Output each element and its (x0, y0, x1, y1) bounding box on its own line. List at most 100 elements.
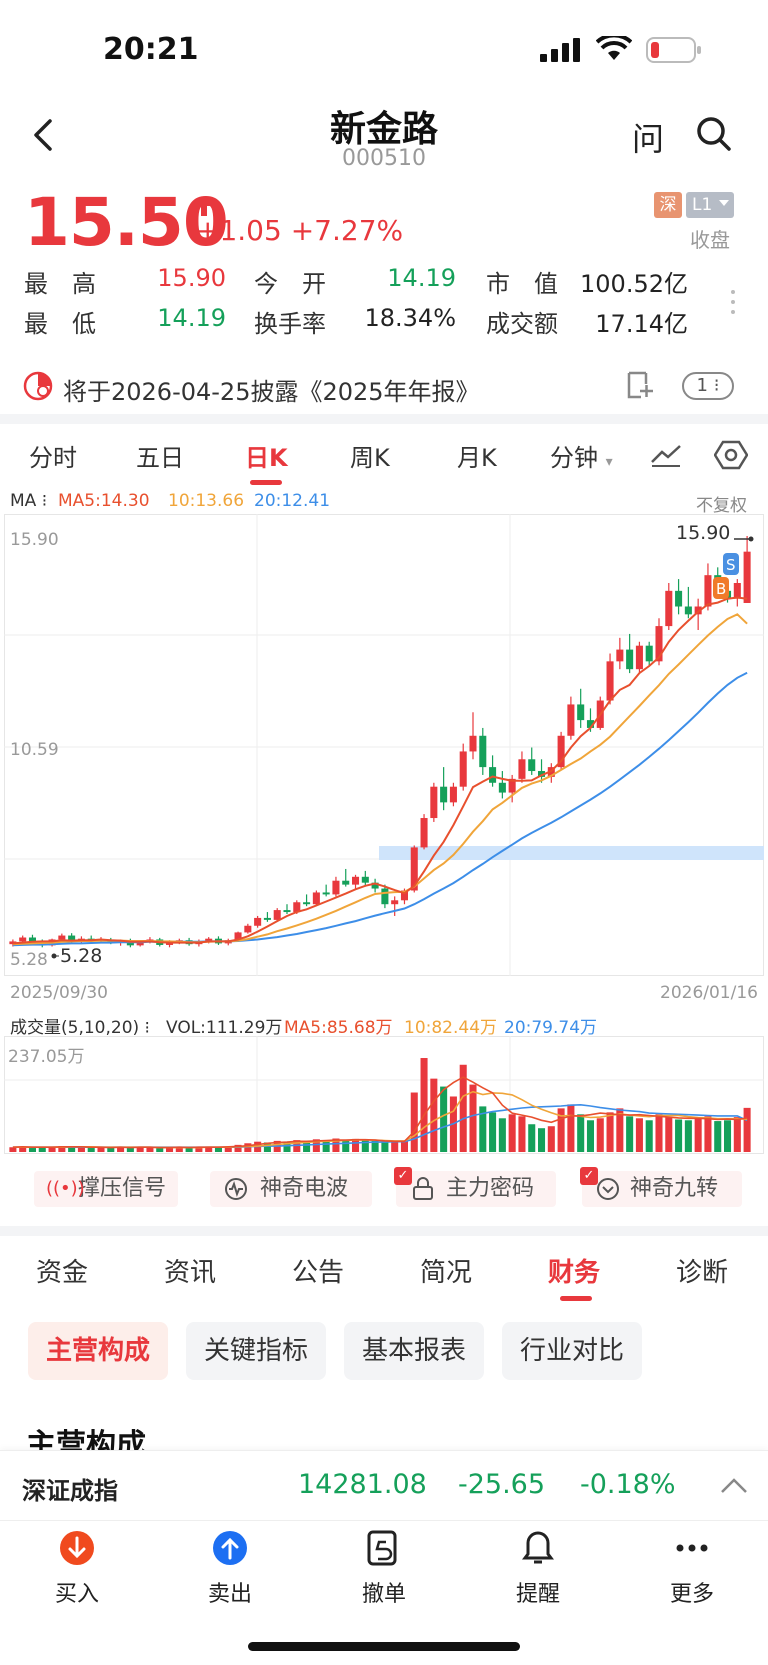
volume-bar (332, 1138, 340, 1152)
tab-weekly-k[interactable]: 周K (350, 444, 390, 472)
ask-button[interactable]: 问 (632, 120, 665, 158)
volume-bar (469, 1084, 477, 1152)
sell-signal-marker[interactable]: S (723, 553, 739, 575)
volume-bar (518, 1116, 526, 1152)
tab-diagnosis[interactable]: 诊断 (676, 1258, 729, 1288)
checkbox-checked-icon[interactable]: ✓ (394, 1167, 412, 1185)
candle-body (312, 892, 320, 905)
volume-bar (528, 1124, 536, 1152)
volume-bar (596, 1118, 604, 1152)
volume-bar (87, 1148, 95, 1152)
ma-label[interactable]: MA ⁝ (10, 491, 48, 511)
tab-minute-line[interactable]: 分时 (29, 444, 77, 472)
ma-label-text: MA (10, 491, 37, 511)
candle-body (577, 704, 585, 721)
lock-icon (413, 1177, 433, 1200)
volume-bar (459, 1064, 467, 1152)
indicator-line-icon[interactable] (650, 442, 682, 468)
adjust-toggle[interactable]: 不复权 (696, 496, 747, 516)
volume-bar (557, 1108, 565, 1152)
checkbox-checked-icon[interactable]: ✓ (580, 1167, 598, 1185)
tab-announcements[interactable]: 公告 (292, 1258, 345, 1288)
chevron-down-icon (719, 200, 729, 206)
subtab-key-indicators[interactable]: 关键指标 (186, 1322, 326, 1380)
support-resistance-button[interactable]: ((•)) 撑压信号 (34, 1171, 178, 1207)
tab-minutes[interactable]: 分钟 ▾ (550, 438, 613, 473)
subtab-industry-comparison[interactable]: 行业对比 (502, 1322, 642, 1380)
magic-wave-button[interactable]: 神奇电波 (210, 1171, 372, 1207)
buy-label: 买入 (54, 1582, 99, 1607)
tab-monthly-k[interactable]: 月K (457, 444, 497, 472)
candle-body (28, 937, 36, 944)
tab-news[interactable]: 资讯 (164, 1258, 217, 1288)
tab-funds[interactable]: 资金 (36, 1258, 89, 1288)
candle-body (655, 626, 663, 662)
more-dots-icon[interactable] (731, 290, 735, 318)
volume-bar (743, 1107, 751, 1152)
settings-hex-icon[interactable] (714, 440, 748, 470)
more-button[interactable]: 更多 (642, 1530, 742, 1608)
vol-ma10-value: 10:82.44万 (404, 1018, 498, 1038)
candle-body (68, 935, 76, 942)
volume-label-text: 成交量(5,10,20) (10, 1018, 140, 1038)
volume-bar (342, 1140, 350, 1152)
stock-code: 000510 (342, 146, 426, 171)
more-dots-icon (676, 1544, 708, 1552)
candlestick-chart[interactable]: 15.90 10.59 5.28 15.90 5.28 B S (4, 514, 764, 976)
sell-signal-label: S (726, 556, 736, 574)
magic-nine-button[interactable]: ✓ 神奇九转 (580, 1167, 742, 1207)
candle-body (743, 551, 751, 603)
volume-bar (626, 1116, 634, 1152)
subtab-business-composition[interactable]: 主营构成 (28, 1322, 168, 1380)
tab-financials[interactable]: 财务 (548, 1258, 601, 1288)
volume-bar (440, 1086, 448, 1152)
candle-body (508, 778, 516, 793)
volume-bar (38, 1147, 46, 1152)
candle-body (538, 771, 546, 777)
volume-bar (19, 1146, 27, 1152)
report-notice[interactable]: 将于2026-04-25披露《2025年年报》 1 ⁝ (0, 360, 768, 414)
tab-five-day[interactable]: 五日 (136, 444, 184, 472)
index-ticker-bar[interactable]: 深证成指 14281.08 -25.65 -0.18% (0, 1450, 768, 1520)
candle-body (283, 910, 291, 913)
volume-bar (48, 1146, 56, 1152)
search-icon[interactable] (696, 116, 732, 152)
volume-bar (58, 1146, 66, 1152)
index-value: 14281.08 (298, 1469, 427, 1500)
volume-bar (391, 1142, 399, 1152)
volume-label[interactable]: 成交量(5,10,20) ⁝ (10, 1018, 150, 1038)
candle-body (381, 888, 389, 905)
tab-minutes-label: 分钟 (550, 444, 598, 472)
stat-value: 100.52亿 (580, 270, 688, 298)
bottom-nav (0, 1520, 768, 1665)
volume-bar (175, 1146, 183, 1152)
end-date: 2026/01/16 (660, 983, 758, 1003)
sell-button[interactable]: 卖出 (180, 1530, 280, 1608)
volume-chart[interactable] (4, 1036, 764, 1154)
sell-arrow-icon (213, 1531, 247, 1565)
level-badge[interactable]: L1 (686, 192, 734, 218)
chevron-up-icon[interactable] (720, 1477, 748, 1495)
subtab-financial-statements[interactable]: 基本报表 (344, 1322, 484, 1380)
volume-bar (410, 1092, 418, 1152)
candle-body (528, 759, 536, 772)
stat-value: 14.19 (387, 264, 456, 292)
volume-bar (675, 1119, 683, 1152)
cancel-order-button[interactable]: 撤单 (334, 1530, 434, 1608)
y-tick-bottom: 5.28 (10, 950, 48, 970)
report-icon (23, 371, 53, 401)
main-force-code-button[interactable]: ✓ 主力密码 (394, 1167, 556, 1207)
volume-bar (733, 1117, 741, 1152)
stat-value: 15.90 (157, 264, 226, 292)
notice-count-badge[interactable]: 1 ⁝ (682, 372, 734, 400)
volume-bar (371, 1140, 379, 1152)
back-icon[interactable] (32, 118, 54, 152)
tab-daily-k[interactable]: 日K (245, 444, 288, 472)
buy-button[interactable]: 买入 (27, 1530, 127, 1608)
alert-button[interactable]: 提醒 (488, 1530, 588, 1608)
section-title-clip: 主营构成 (26, 1416, 766, 1452)
buy-signal-marker[interactable]: B (713, 577, 729, 599)
stat-label: 最 低 (24, 310, 96, 338)
edit-note-icon[interactable] (626, 370, 656, 400)
tab-profile[interactable]: 简况 (420, 1258, 473, 1288)
